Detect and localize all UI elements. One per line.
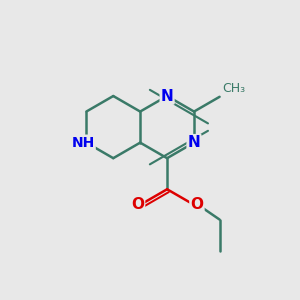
Text: O: O — [190, 196, 203, 211]
Text: O: O — [131, 196, 144, 211]
Text: NH: NH — [71, 136, 95, 150]
Text: N: N — [161, 88, 173, 104]
Text: CH₃: CH₃ — [222, 82, 245, 95]
Text: N: N — [188, 135, 200, 150]
